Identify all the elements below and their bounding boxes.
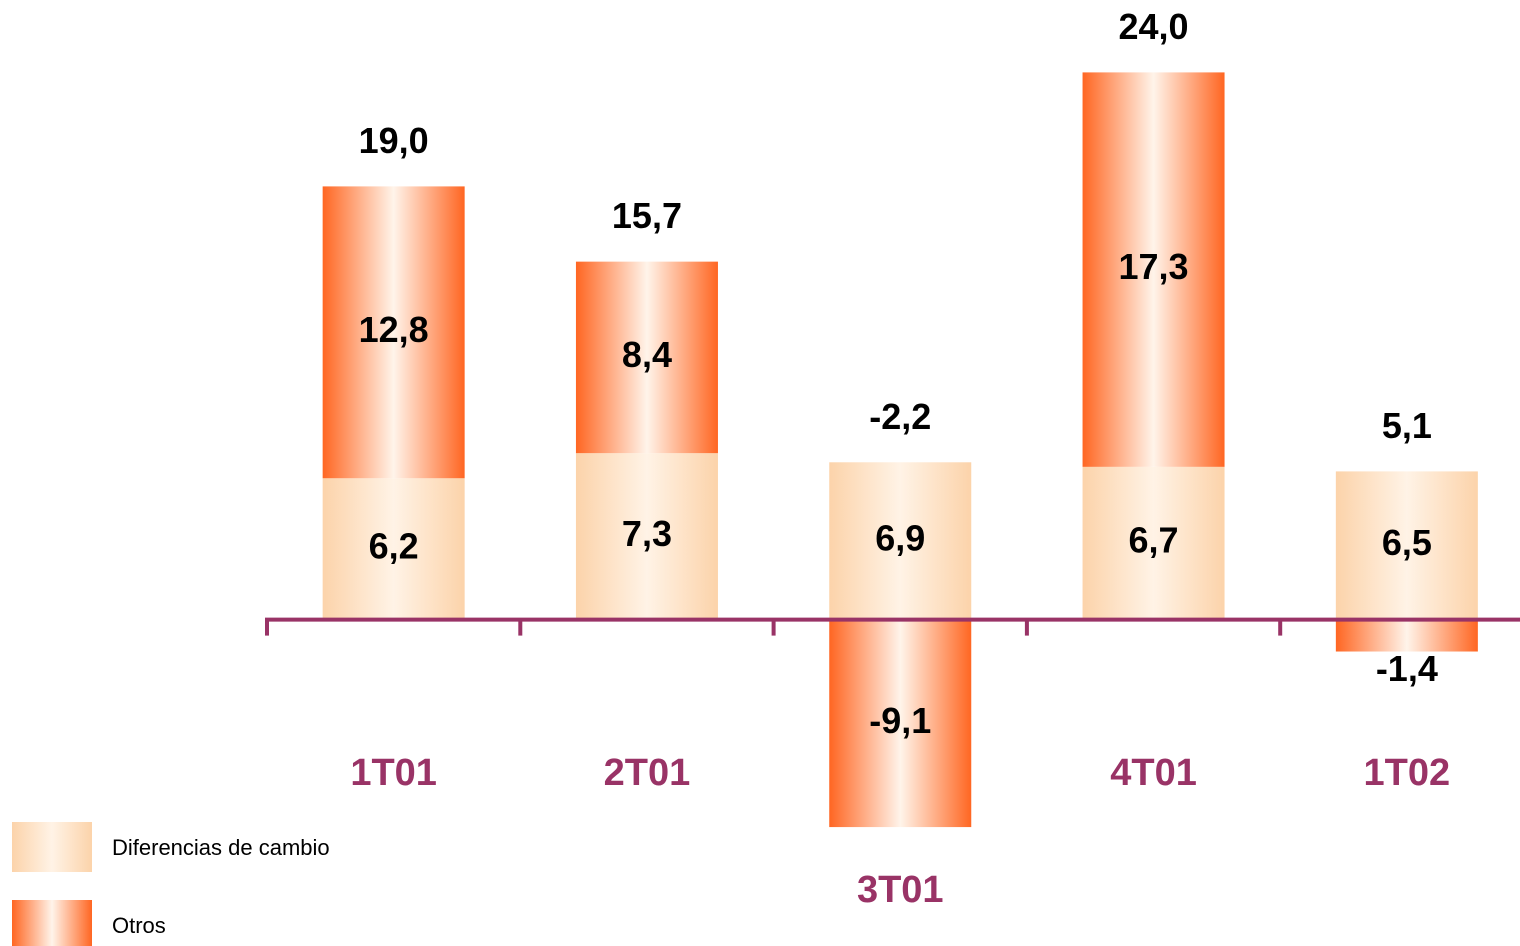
total-label: 24,0: [1119, 6, 1189, 47]
value-label: 8,4: [622, 334, 672, 375]
x-tick-label: 1T01: [350, 752, 437, 794]
total-label: 5,1: [1382, 405, 1432, 446]
bar-segment: [829, 619, 972, 828]
value-label: 6,5: [1382, 522, 1432, 563]
value-label: 7,3: [622, 513, 672, 554]
total-label: 15,7: [612, 195, 682, 236]
bar-segment: [322, 186, 465, 479]
bar-segment: [1082, 466, 1225, 620]
bar-segment: [1335, 619, 1478, 652]
total-label: 19,0: [359, 120, 429, 161]
bar-segment: [575, 453, 718, 620]
value-label: -1,4: [1376, 648, 1438, 689]
value-label: 6,2: [369, 525, 419, 566]
bar-segment: [1335, 471, 1478, 620]
bar-segment: [575, 261, 718, 454]
x-tick-label: 2T01: [604, 752, 691, 794]
x-tick-label: 1T02: [1364, 752, 1451, 794]
bar-segment: [829, 462, 972, 620]
legend-swatch: [12, 900, 92, 946]
bar-segment: [322, 478, 465, 620]
value-label: 17,3: [1119, 246, 1189, 287]
legend-label: Otros: [112, 913, 166, 938]
legend-swatch: [12, 822, 92, 872]
total-label: -2,2: [869, 396, 931, 437]
legend-label: Diferencias de cambio: [112, 835, 330, 860]
x-tick-label: 4T01: [1110, 752, 1197, 794]
value-label: 6,7: [1129, 520, 1179, 561]
bar-segment: [1082, 72, 1225, 467]
x-tick-label: 3T01: [857, 869, 944, 911]
value-label: 12,8: [359, 309, 429, 350]
value-label: 6,9: [875, 517, 925, 558]
value-label: -9,1: [869, 700, 931, 741]
